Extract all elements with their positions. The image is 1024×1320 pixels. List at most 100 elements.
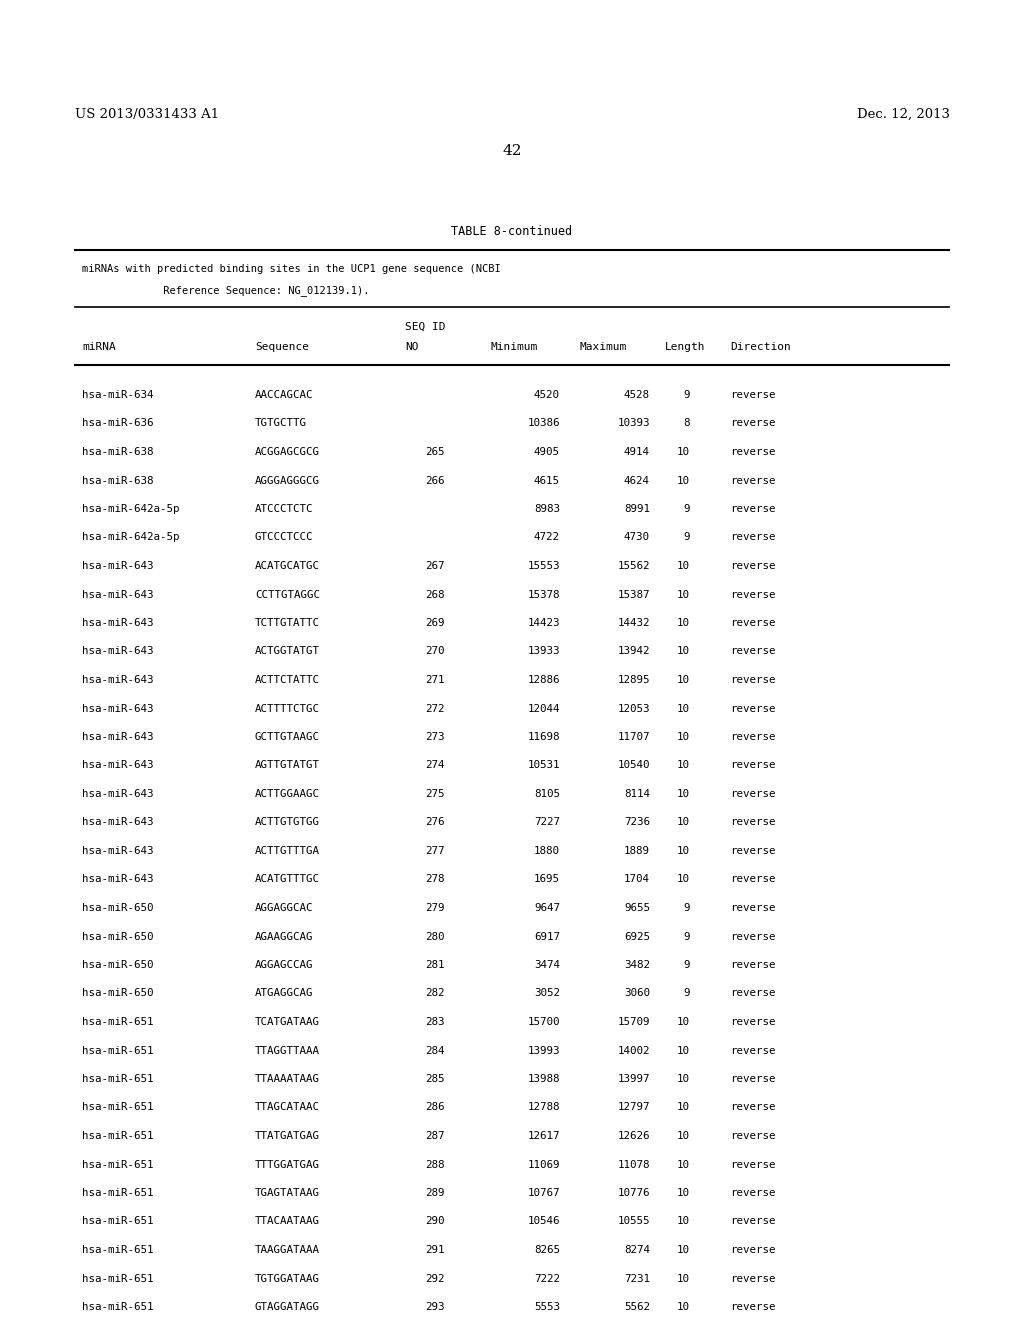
Text: 10: 10 [677, 760, 690, 771]
Text: GTCCCTCCC: GTCCCTCCC [255, 532, 313, 543]
Text: 10: 10 [677, 789, 690, 799]
Text: 280: 280 [426, 932, 445, 941]
Text: 14002: 14002 [617, 1045, 650, 1056]
Text: 10: 10 [677, 817, 690, 828]
Text: 289: 289 [426, 1188, 445, 1199]
Text: AGAAGGCAG: AGAAGGCAG [255, 932, 313, 941]
Text: 9: 9 [683, 532, 690, 543]
Text: reverse: reverse [730, 1045, 775, 1056]
Text: 10393: 10393 [617, 418, 650, 429]
Text: 7222: 7222 [534, 1274, 560, 1283]
Text: TGTGGATAAG: TGTGGATAAG [255, 1274, 319, 1283]
Text: TGTGCTTG: TGTGCTTG [255, 418, 307, 429]
Text: 271: 271 [426, 675, 445, 685]
Text: 13942: 13942 [617, 647, 650, 656]
Text: 10386: 10386 [527, 418, 560, 429]
Text: ACATGCATGC: ACATGCATGC [255, 561, 319, 572]
Text: 3052: 3052 [534, 989, 560, 998]
Text: 292: 292 [426, 1274, 445, 1283]
Text: reverse: reverse [730, 447, 775, 457]
Text: 4624: 4624 [624, 475, 650, 486]
Text: reverse: reverse [730, 874, 775, 884]
Text: 272: 272 [426, 704, 445, 714]
Text: TTAGGTTAAA: TTAGGTTAAA [255, 1045, 319, 1056]
Text: Length: Length [665, 342, 706, 352]
Text: reverse: reverse [730, 1159, 775, 1170]
Text: 15562: 15562 [617, 561, 650, 572]
Text: 285: 285 [426, 1074, 445, 1084]
Text: 8991: 8991 [624, 504, 650, 513]
Text: ACTTGGAAGC: ACTTGGAAGC [255, 789, 319, 799]
Text: Dec. 12, 2013: Dec. 12, 2013 [857, 108, 950, 121]
Text: 10: 10 [677, 874, 690, 884]
Text: 3474: 3474 [534, 960, 560, 970]
Text: 4905: 4905 [534, 447, 560, 457]
Text: 286: 286 [426, 1102, 445, 1113]
Text: ACATGTTTGC: ACATGTTTGC [255, 874, 319, 884]
Text: 283: 283 [426, 1016, 445, 1027]
Text: 7231: 7231 [624, 1274, 650, 1283]
Text: hsa-miR-638: hsa-miR-638 [82, 475, 154, 486]
Text: 10767: 10767 [527, 1188, 560, 1199]
Text: ACTTCTATTC: ACTTCTATTC [255, 675, 319, 685]
Text: reverse: reverse [730, 733, 775, 742]
Text: reverse: reverse [730, 590, 775, 599]
Text: ACTTGTTTGA: ACTTGTTTGA [255, 846, 319, 855]
Text: 270: 270 [426, 647, 445, 656]
Text: ATCCCTCTC: ATCCCTCTC [255, 504, 313, 513]
Text: TTAGCATAAC: TTAGCATAAC [255, 1102, 319, 1113]
Text: reverse: reverse [730, 989, 775, 998]
Text: reverse: reverse [730, 532, 775, 543]
Text: 269: 269 [426, 618, 445, 628]
Text: hsa-miR-643: hsa-miR-643 [82, 817, 154, 828]
Text: reverse: reverse [730, 1131, 775, 1140]
Text: 293: 293 [426, 1302, 445, 1312]
Text: 12895: 12895 [617, 675, 650, 685]
Text: TTAAAATAAG: TTAAAATAAG [255, 1074, 319, 1084]
Text: reverse: reverse [730, 903, 775, 913]
Text: TTTGGATGAG: TTTGGATGAG [255, 1159, 319, 1170]
Text: 7236: 7236 [624, 817, 650, 828]
Text: reverse: reverse [730, 561, 775, 572]
Text: 9: 9 [683, 389, 690, 400]
Text: TCATGATAAG: TCATGATAAG [255, 1016, 319, 1027]
Text: 277: 277 [426, 846, 445, 855]
Text: 10: 10 [677, 618, 690, 628]
Text: 3060: 3060 [624, 989, 650, 998]
Text: 14432: 14432 [617, 618, 650, 628]
Text: 1695: 1695 [534, 874, 560, 884]
Text: 276: 276 [426, 817, 445, 828]
Text: 6917: 6917 [534, 932, 560, 941]
Text: AGGAGGCAC: AGGAGGCAC [255, 903, 313, 913]
Text: 1889: 1889 [624, 846, 650, 855]
Text: 8114: 8114 [624, 789, 650, 799]
Text: 15709: 15709 [617, 1016, 650, 1027]
Text: AGGAGCCAG: AGGAGCCAG [255, 960, 313, 970]
Text: 8105: 8105 [534, 789, 560, 799]
Text: 1704: 1704 [624, 874, 650, 884]
Text: AGTTGTATGT: AGTTGTATGT [255, 760, 319, 771]
Text: reverse: reverse [730, 475, 775, 486]
Text: 10776: 10776 [617, 1188, 650, 1199]
Text: 11707: 11707 [617, 733, 650, 742]
Text: ACGGAGCGCG: ACGGAGCGCG [255, 447, 319, 457]
Text: reverse: reverse [730, 1274, 775, 1283]
Text: 9: 9 [683, 903, 690, 913]
Text: 10: 10 [677, 475, 690, 486]
Text: 9: 9 [683, 989, 690, 998]
Text: 12788: 12788 [527, 1102, 560, 1113]
Text: 10: 10 [677, 1274, 690, 1283]
Text: 290: 290 [426, 1217, 445, 1226]
Text: 10: 10 [677, 590, 690, 599]
Text: hsa-miR-638: hsa-miR-638 [82, 447, 154, 457]
Text: Sequence: Sequence [255, 342, 309, 352]
Text: CCTTGTAGGC: CCTTGTAGGC [255, 590, 319, 599]
Text: reverse: reverse [730, 675, 775, 685]
Text: 275: 275 [426, 789, 445, 799]
Text: 13933: 13933 [527, 647, 560, 656]
Text: 10: 10 [677, 675, 690, 685]
Text: miRNAs with predicted binding sites in the UCP1 gene sequence (NCBI: miRNAs with predicted binding sites in t… [82, 264, 501, 275]
Text: hsa-miR-651: hsa-miR-651 [82, 1274, 154, 1283]
Text: TCTTGTATTC: TCTTGTATTC [255, 618, 319, 628]
Text: hsa-miR-651: hsa-miR-651 [82, 1159, 154, 1170]
